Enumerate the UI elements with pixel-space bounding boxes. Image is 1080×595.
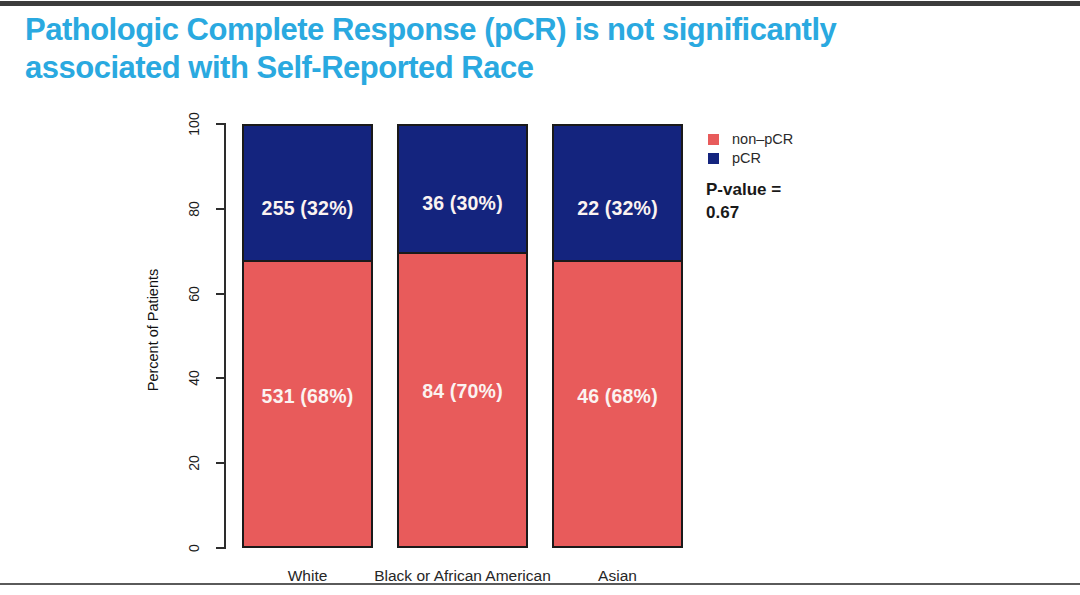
y-axis-tick [216,377,225,379]
p-value-label: P-value = [706,180,781,199]
bar-segment-non-pcr: 531 (68%) [244,260,371,546]
y-axis-tick-label: 60 [186,286,202,302]
y-axis-tick-label: 0 [186,544,202,552]
legend-item-pcr: pCR [708,150,793,166]
bar-segment-value-label: 255 (32%) [244,196,371,219]
bar-segment-value-label: 22 (32%) [554,196,681,219]
bar-segment-pcr: 22 (32%) [554,126,681,260]
legend-swatch-icon [708,134,719,145]
bar-segment-value-label: 46 (68%) [554,384,681,407]
bar-segment-value-label: 36 (30%) [399,191,526,214]
y-axis-line [224,123,226,549]
y-axis-tick-label: 20 [186,455,202,471]
legend-swatch-icon [708,153,719,164]
slide: Pathologic Complete Response (pCR) is no… [0,0,1080,595]
y-axis-tick-label: 80 [186,201,202,217]
y-axis-tick [216,123,225,125]
bar-segment-value-label: 84 (70%) [399,380,526,403]
y-axis-tick-label: 40 [186,371,202,387]
y-axis-tick [216,462,225,464]
legend-item-non-pcr: non–pCR [708,131,793,147]
bottom-border-line [0,583,1080,585]
chart-area: Percent of Patients non–pCR pCR P-value =… [0,0,1080,595]
bar-segment-value-label: 531 (68%) [244,384,371,407]
legend-item-label: pCR [732,150,761,166]
y-axis-tick-label: 100 [186,112,202,135]
bar-segment-non-pcr: 46 (68%) [554,260,681,546]
legend-item-label: non–pCR [732,131,793,147]
bar-black-or-african-american: 36 (30%) 84 (70%) [397,124,528,548]
y-axis-tick [216,208,225,210]
bar-segment-pcr: 36 (30%) [399,126,526,252]
bar-segment-non-pcr: 84 (70%) [399,252,526,546]
y-axis-tick [216,547,225,549]
y-axis-title: Percent of Patients [145,269,161,392]
legend: non–pCR pCR [708,131,793,169]
y-axis-tick [216,293,225,295]
bar-asian: 22 (32%) 46 (68%) [552,124,683,548]
bar-white: 255 (32%) 531 (68%) [242,124,373,548]
p-value-number: 0.67 [706,203,739,222]
p-value-annotation: P-value = 0.67 [706,178,781,224]
bar-segment-pcr: 255 (32%) [244,126,371,260]
